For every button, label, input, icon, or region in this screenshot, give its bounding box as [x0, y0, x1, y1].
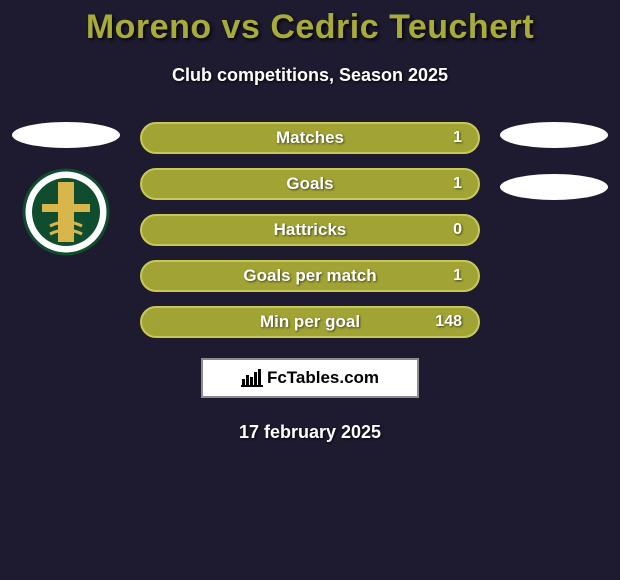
stat-bar-goals-per-match: Goals per match 1: [140, 260, 480, 292]
right-player-oval: [500, 122, 608, 148]
stat-label: Matches: [142, 128, 478, 148]
stat-right-value: 1: [453, 267, 462, 285]
comparison-card: Moreno vs Cedric Teuchert Club competiti…: [0, 0, 620, 580]
stat-bar-min-per-goal: Min per goal 148: [140, 306, 480, 338]
left-player-oval: [12, 122, 120, 148]
left-player-col: [10, 122, 122, 256]
stat-right-value: 1: [453, 129, 462, 147]
right-team-oval: [500, 174, 608, 200]
stat-label: Min per goal: [142, 312, 478, 332]
stat-right-value: 1: [453, 175, 462, 193]
content-row: Matches 1 Goals 1 Hattricks 0 Goals per …: [0, 122, 620, 338]
left-team-badge: [22, 168, 110, 256]
stat-label: Goals: [142, 174, 478, 194]
barchart-icon: [241, 369, 263, 387]
stat-label: Goals per match: [142, 266, 478, 286]
stat-right-value: 148: [435, 313, 462, 331]
stat-bar-goals: Goals 1: [140, 168, 480, 200]
branding-label: FcTables.com: [267, 368, 379, 388]
date-line: 17 february 2025: [0, 422, 620, 443]
stat-right-value: 0: [453, 221, 462, 239]
stat-bar-matches: Matches 1: [140, 122, 480, 154]
subtitle: Club competitions, Season 2025: [0, 65, 620, 86]
timbers-badge-icon: [22, 168, 110, 256]
stat-label: Hattricks: [142, 220, 478, 240]
stat-bar-hattricks: Hattricks 0: [140, 214, 480, 246]
page-title: Moreno vs Cedric Teuchert: [0, 8, 620, 47]
fctables-branding[interactable]: FcTables.com: [201, 358, 419, 398]
stats-bars: Matches 1 Goals 1 Hattricks 0 Goals per …: [140, 122, 480, 338]
right-player-col: [498, 122, 610, 200]
